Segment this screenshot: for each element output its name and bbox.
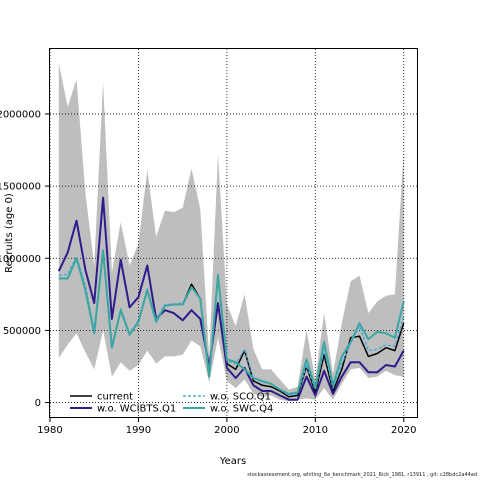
y-tick-label: 2000000	[0, 109, 41, 120]
x-axis: 1980 1990 2000 2010 2020	[37, 417, 416, 436]
y-axis-label: Recruits (age 0)	[4, 193, 15, 273]
series-line	[57, 196, 405, 401]
x-tick-label: 2010	[303, 425, 328, 436]
y-axis: 0 500000 1000000 1500000 2000000	[0, 109, 50, 409]
y-tick-label: 1500000	[0, 182, 41, 193]
series-layer	[57, 196, 405, 401]
legend-label: w.o. SCO.Q1	[210, 392, 271, 403]
legend-label: w.o. WCIBTS.Q1	[97, 404, 176, 415]
x-axis-label: Years	[219, 456, 246, 467]
x-tick-label: 1990	[126, 425, 151, 436]
legend-label: w.o. SWC.Q4	[210, 404, 273, 415]
confidence-band	[58, 63, 404, 402]
y-tick-label: 0	[35, 398, 41, 409]
confidence-band-layer	[58, 63, 404, 402]
x-tick-label: 1980	[37, 425, 62, 436]
series-line	[58, 250, 405, 395]
x-tick-label: 2020	[391, 425, 416, 436]
y-tick-label: 500000	[3, 326, 41, 337]
x-tick-label: 2000	[214, 425, 239, 436]
y-tick-label: 1000000	[0, 254, 41, 265]
legend-label: current	[97, 392, 133, 403]
footer-note: stockassessment.org, whiting_6a_benchmar…	[247, 472, 477, 478]
plot-frame	[49, 48, 418, 418]
